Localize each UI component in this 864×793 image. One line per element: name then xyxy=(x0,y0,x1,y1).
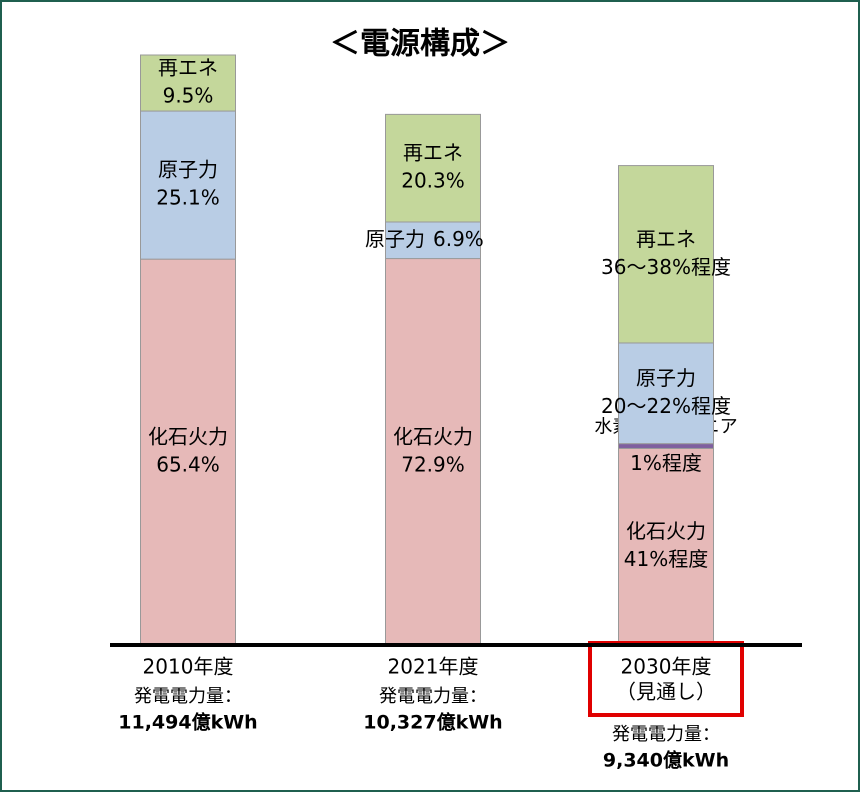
x-tick-label: 2030年度 xyxy=(621,655,712,679)
x-tick-label: 2021年度 xyxy=(388,655,479,679)
segment-name: 再エネ xyxy=(158,56,218,80)
bar-segment xyxy=(140,54,236,112)
segment-name: 化石火力 xyxy=(393,424,473,448)
bar-segment xyxy=(618,443,714,449)
segment-name: 化石火力 xyxy=(626,519,706,543)
value-label: 65.4% xyxy=(156,453,220,477)
category-note: （見通し） xyxy=(616,680,716,704)
total-label: 10,327億kWh xyxy=(363,711,502,734)
value-label: 1%程度 xyxy=(630,451,702,475)
value-label: 72.9% xyxy=(401,452,465,476)
total-label: 9,340億kWh xyxy=(603,749,729,772)
bar-segment xyxy=(618,342,714,445)
segment-name: 再エネ xyxy=(636,227,696,251)
bar-segment xyxy=(618,447,714,646)
x-tick-label: 2010年度 xyxy=(143,655,234,679)
bar-segment xyxy=(618,165,714,344)
value-label: 20.3% xyxy=(401,169,465,193)
chart-title: ＜電源構成＞ xyxy=(330,27,510,62)
value-label: 41%程度 xyxy=(624,547,708,571)
segment-name: 原子力 xyxy=(365,227,425,251)
segment-name: 再エネ xyxy=(403,141,463,165)
value-label: 36～38%程度 xyxy=(601,255,731,279)
total-caption: 発電電力量： xyxy=(134,686,242,707)
bar-segment xyxy=(385,221,481,260)
value-label: 9.5% xyxy=(163,84,214,108)
value-label: 20～22%程度 xyxy=(601,394,731,418)
total-caption: 発電電力量： xyxy=(612,724,720,745)
bar-segment xyxy=(385,113,481,223)
segment-name: 原子力 xyxy=(636,366,696,390)
segment-name: 原子力 xyxy=(158,158,218,182)
segment-name: 化石火力 xyxy=(148,425,228,449)
bar-segment xyxy=(140,110,236,260)
value-label: 6.9% xyxy=(433,227,484,251)
total-caption: 発電電力量： xyxy=(379,686,487,707)
value-label: 25.1% xyxy=(156,186,220,210)
bar-segment xyxy=(385,258,481,646)
total-label: 11,494億kWh xyxy=(118,711,257,734)
